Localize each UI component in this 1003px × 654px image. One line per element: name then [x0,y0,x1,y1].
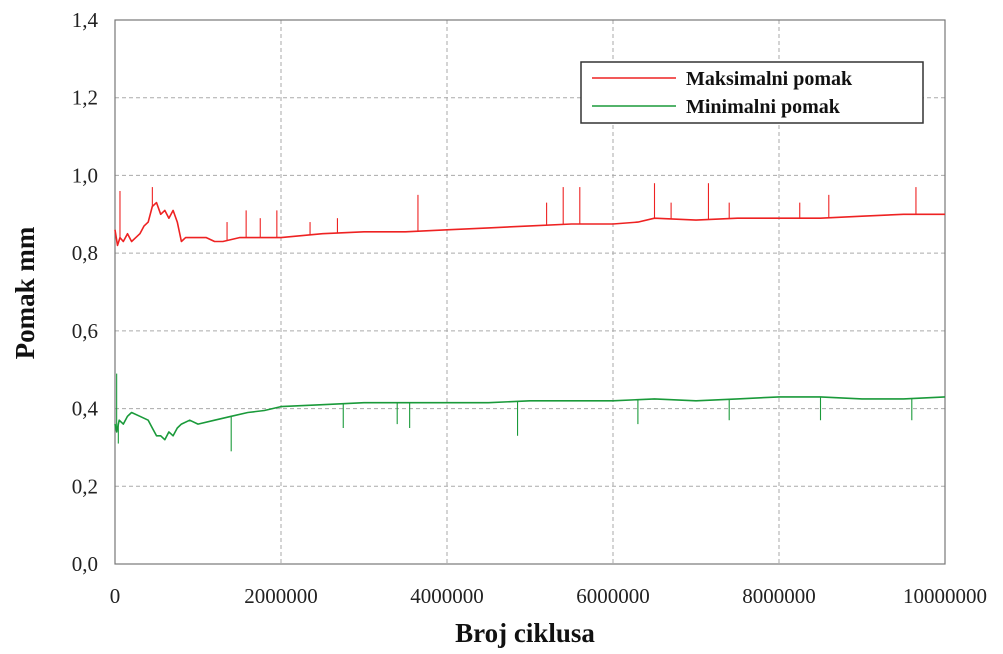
y-tick-label: 0,4 [72,397,99,421]
y-tick-label: 1,2 [72,86,98,110]
y-axis-title: Pomak mm [10,226,40,359]
x-tick-label: 2000000 [244,584,318,608]
x-tick-label: 0 [110,584,121,608]
plot-area-frame [114,19,946,565]
x-tick-label: 10000000 [903,584,987,608]
legend-label-maksimalni: Maksimalni pomak [686,68,853,90]
y-tick-label: 0,8 [72,241,98,265]
x-axis-title: Broj ciklusa [455,618,595,648]
series-maksimalni-pomak [114,183,945,247]
y-tick-label: 0,0 [72,552,98,576]
legend: Maksimalni pomak Minimalni pomak [580,61,924,124]
legend-box [580,61,924,124]
x-axis-ticks: 0 2000000 4000000 6000000 8000000 10000000 [110,584,987,608]
y-axis-ticks: 0,0 0,2 0,4 0,6 0,8 1,0 1,2 1,4 [72,8,99,576]
y-tick-label: 0,6 [72,319,98,343]
x-tick-label: 8000000 [742,584,816,608]
y-tick-label: 1,4 [72,8,99,32]
y-tick-label: 0,2 [72,474,98,498]
legend-label-minimalni: Minimalni pomak [686,96,841,118]
series-line [114,396,946,441]
x-tick-label: 4000000 [410,584,484,608]
series-line [114,201,945,247]
x-tick-label: 6000000 [576,584,650,608]
series-layer [114,183,946,452]
series-minimalni-pomak [114,373,946,452]
y-tick-label: 1,0 [72,163,98,187]
